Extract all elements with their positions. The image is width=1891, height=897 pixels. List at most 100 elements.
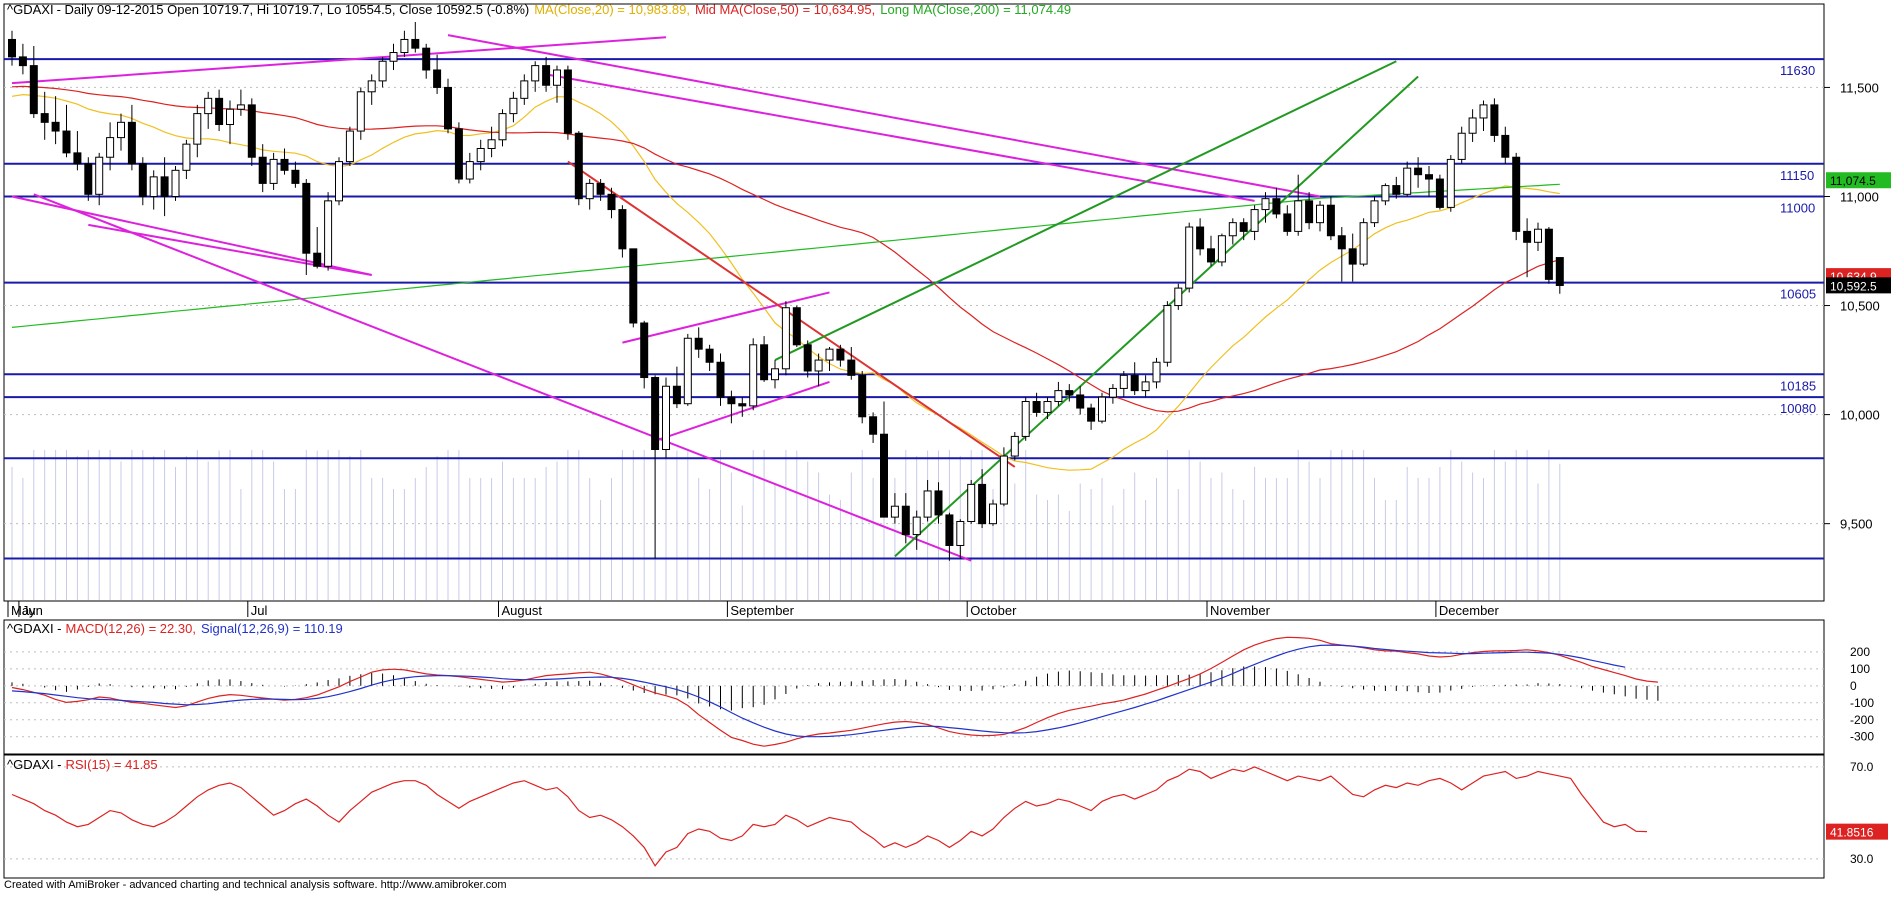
candle-down (1065, 390, 1074, 396)
candle-down (215, 97, 224, 126)
candle-up (1446, 158, 1455, 208)
macd-label: MACD(12,26) = 22.30, (66, 621, 196, 636)
candle-down (607, 193, 616, 211)
volume-bar (1177, 489, 1179, 600)
level-label: 10080 (1780, 401, 1816, 416)
candle-up (95, 156, 104, 195)
volume-bar (1330, 450, 1332, 600)
candle-down (29, 65, 38, 115)
volume-bar (730, 472, 732, 600)
candle-up (1021, 401, 1030, 437)
candle-down (738, 403, 747, 407)
volume-bar (1526, 450, 1528, 600)
candle-down (1196, 226, 1205, 250)
ma200-label: Long MA(Close,200) = 11,074.49 (880, 2, 1071, 17)
candle-up (1479, 104, 1488, 119)
candle-down (8, 38, 16, 58)
volume-bar (218, 450, 220, 600)
price-tag-label: 11,074.5 (1830, 174, 1876, 188)
candle-down (760, 344, 769, 381)
candle-up (1403, 167, 1412, 195)
month-label: October (970, 603, 1017, 618)
volume-bar (436, 456, 438, 600)
candle-down (945, 514, 954, 546)
volume-bar (1450, 450, 1452, 600)
price-tag-label: 10,592.5 (1830, 279, 1877, 293)
volume-bar (698, 478, 700, 600)
volume-bar (305, 450, 307, 600)
volume-bar (360, 450, 362, 600)
candle-down (1305, 200, 1314, 224)
volume-bar (1243, 500, 1245, 600)
level-label: 11150 (1780, 168, 1814, 183)
rsi-panel-frame (3, 754, 1825, 879)
volume-bar (687, 450, 689, 600)
volume-bar (1090, 489, 1092, 600)
candle-up (1119, 374, 1128, 389)
candle-up (1108, 387, 1117, 398)
candle-up (106, 137, 115, 158)
rsi-axis-label: 70.0 (1850, 760, 1874, 774)
candle-up (378, 60, 387, 82)
candle-down (1326, 204, 1335, 237)
candlesticks (8, 22, 1564, 561)
volume-bar (11, 467, 13, 600)
price-tag-box (1826, 172, 1891, 189)
volume-bar (1363, 450, 1365, 600)
candle-down (258, 156, 267, 184)
volume-bar (1559, 463, 1561, 600)
volume-bar (403, 489, 405, 600)
candle-down (901, 505, 910, 536)
volume-bar (1254, 467, 1256, 600)
volume-bar (44, 450, 46, 600)
candle-down (291, 169, 300, 184)
candle-up (1359, 222, 1368, 265)
candle-down (62, 130, 71, 154)
candle-up (825, 348, 834, 361)
volume-bar (1548, 450, 1550, 600)
volume-bar (741, 505, 743, 600)
candle-down (792, 307, 801, 346)
candle-up (749, 344, 758, 407)
volume-bar (185, 456, 187, 600)
candle-down (1523, 230, 1532, 243)
candle-down (1501, 134, 1510, 158)
candle-down (1512, 156, 1521, 232)
volume-bar (1483, 478, 1484, 600)
rsi-panel-title: ^GDAXI - RSI(15) = 41.85 (7, 757, 158, 772)
level-label: 11000 (1780, 200, 1815, 215)
volume-bar (240, 489, 242, 600)
candle-down (978, 483, 987, 525)
volume-bar (1341, 450, 1343, 600)
volume-bar (1134, 472, 1136, 600)
candle-up (1163, 305, 1172, 363)
signal-line (11, 644, 1626, 738)
volume-bar (894, 478, 896, 600)
candle-down (651, 377, 660, 451)
volume-bar (1047, 500, 1048, 600)
candle-down (836, 348, 845, 361)
candle-down (18, 56, 27, 67)
candle-down (1207, 248, 1215, 263)
candle-up (967, 483, 976, 522)
candle-up (781, 307, 790, 370)
candle-down (247, 104, 256, 158)
candle-up (1370, 200, 1379, 224)
candle-down (880, 433, 888, 518)
trendline (567, 160, 1016, 468)
candle-up (400, 38, 409, 54)
candle-down (705, 348, 714, 363)
macd-panel-frame (3, 619, 1825, 755)
volume-bar (382, 478, 384, 600)
volume-bar (207, 461, 209, 600)
footer-credit[interactable]: Created with AmiBroker - advanced charti… (4, 879, 507, 891)
volume-bar (480, 478, 482, 600)
candle-up (171, 169, 180, 197)
price-panel-frame (3, 3, 1825, 602)
candle-up (498, 113, 507, 141)
volume-bar (229, 450, 231, 600)
volume-bar (992, 489, 994, 600)
candle-up (1261, 198, 1270, 211)
